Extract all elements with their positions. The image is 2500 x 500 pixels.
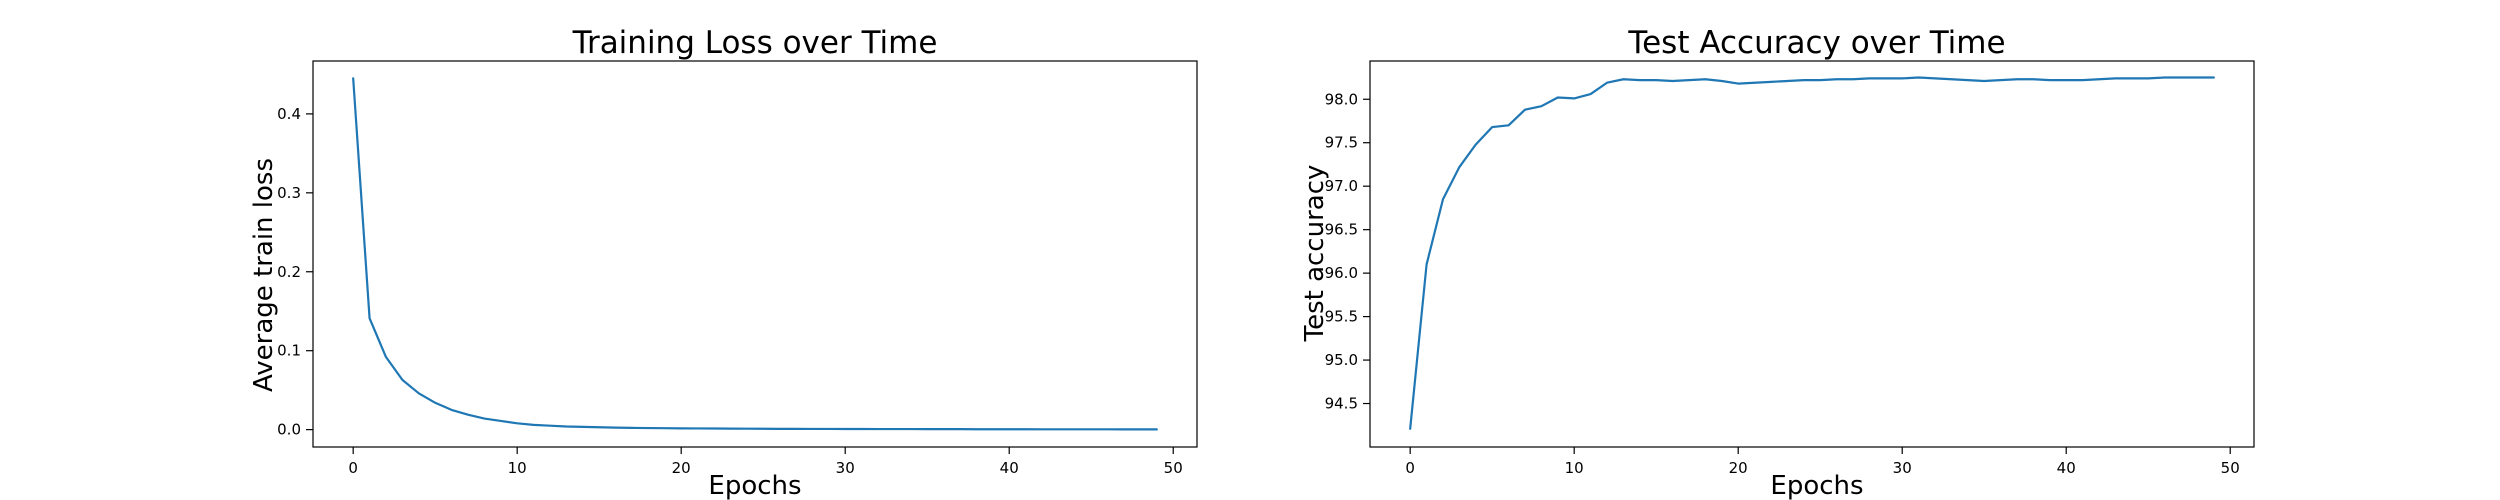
- loss-x-tick-label: 50: [1164, 459, 1183, 477]
- accuracy-panel: Test Accuracy over Time Epochs Test accu…: [1300, 25, 2255, 500]
- accuracy-y-tick-label: 98.0: [1325, 90, 1358, 108]
- loss-x-tick-label: 0: [348, 459, 358, 477]
- accuracy-x-tick-label: 20: [1729, 459, 1748, 477]
- accuracy-y-tick-label: 94.5: [1325, 395, 1358, 413]
- loss-x-tick-label: 30: [836, 459, 855, 477]
- loss-y-tick-label: 0.2: [277, 263, 301, 281]
- loss-y-axis-label: Average train loss: [249, 158, 279, 392]
- loss-y-tick-label: 0.4: [277, 105, 301, 123]
- loss-y-tick-label: 0.0: [277, 421, 301, 439]
- accuracy-x-tick-label: 40: [2057, 459, 2076, 477]
- accuracy-y-tick-label: 96.0: [1325, 264, 1358, 282]
- accuracy-y-axis-label: Test accuracy: [1300, 165, 1330, 343]
- loss-panel: Training Loss over Time Epochs Average t…: [249, 25, 1198, 500]
- accuracy-y-tick-label: 97.0: [1325, 177, 1358, 195]
- loss-x-tick-label: 10: [508, 459, 527, 477]
- accuracy-y-tick-label: 95.5: [1325, 308, 1358, 326]
- loss-x-tick-label: 40: [1000, 459, 1019, 477]
- loss-x-tick-label: 20: [672, 459, 691, 477]
- accuracy-x-axis-label: Epochs: [1770, 471, 1863, 500]
- accuracy-x-tick-label: 0: [1405, 459, 1415, 477]
- loss-y-tick-label: 0.3: [277, 184, 301, 202]
- accuracy-y-tick-label: 95.0: [1325, 351, 1358, 369]
- accuracy-y-tick-label: 96.5: [1325, 221, 1358, 239]
- loss-chart-title: Training Loss over Time: [572, 25, 938, 61]
- loss-x-axis-label: Epochs: [708, 471, 801, 500]
- loss-series-line: [352, 77, 1158, 431]
- accuracy-x-tick-label: 50: [2221, 459, 2240, 477]
- accuracy-y-tick-label: 97.5: [1325, 134, 1358, 152]
- loss-plot-frame: [312, 60, 1198, 448]
- loss-y-tick-label: 0.1: [277, 342, 301, 360]
- accuracy-x-tick-label: 10: [1565, 459, 1584, 477]
- accuracy-x-tick-label: 30: [1893, 459, 1912, 477]
- accuracy-chart-title: Test Accuracy over Time: [1627, 25, 2005, 61]
- accuracy-plot-frame: [1369, 60, 2255, 448]
- accuracy-series-line: [1409, 76, 2215, 430]
- loss-axis-ticks: 0 10 20 30 40 50 0.0 0.1 0.2 0.3 0.4: [277, 105, 1183, 477]
- accuracy-axis-ticks: 0 10 20 30 40 50 94.5 95.0 95.5 96.0 96.5 97.0 97.5 9…: [1325, 90, 2240, 477]
